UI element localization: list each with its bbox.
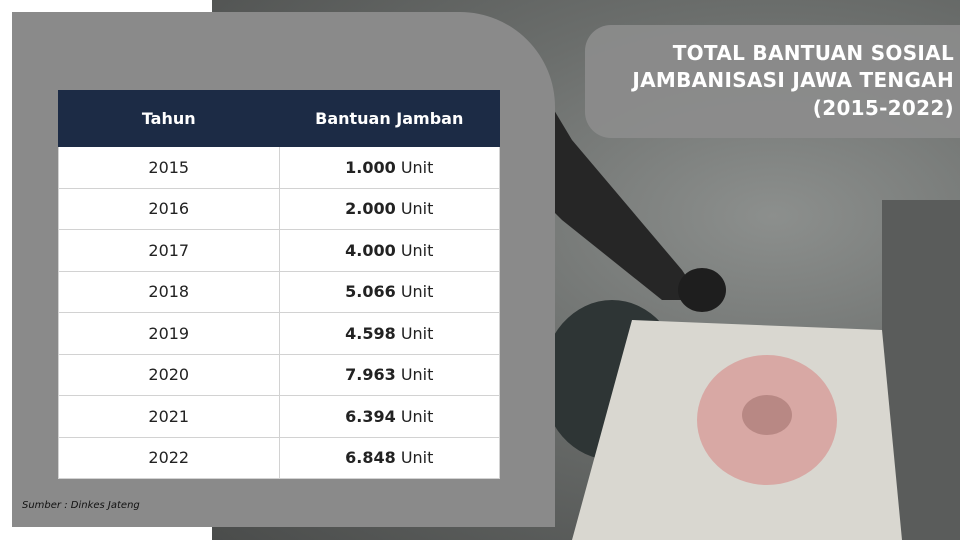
amount: 4.000 <box>345 240 396 260</box>
amount-cell: 4.598 Unit <box>278 312 500 355</box>
header-cell: Bantuan Jamban <box>278 90 500 147</box>
year-cell: 2015 <box>58 146 280 189</box>
title-line: (2015-2022) <box>812 96 954 120</box>
year-cell: 2020 <box>58 353 280 396</box>
table-row: 2018 5.066 Unit <box>58 270 500 313</box>
year-cell: 2017 <box>58 229 280 272</box>
amount-cell: 7.963 Unit <box>278 353 500 396</box>
photo-illustration <box>542 90 960 540</box>
unit: Unit <box>400 157 434 177</box>
title-line: TOTAL BANTUAN SOSIAL <box>672 41 954 65</box>
table-row: 2015 1.000 Unit <box>58 146 500 189</box>
table-row: 2021 6.394 Unit <box>58 395 500 438</box>
year-cell: 2021 <box>58 395 280 438</box>
table-body: 2015 1.000 Unit 2016 2.000 Unit 2017 4.000 Un… <box>58 146 500 479</box>
amount-cell: 2.000 Unit <box>278 187 500 230</box>
amount: 7.963 <box>345 365 396 385</box>
unit: Unit <box>400 365 434 385</box>
source-note: Sumber : Dinkes Jateng <box>22 500 140 511</box>
header-cell: Tahun <box>58 90 280 147</box>
table-row: 2022 6.848 Unit <box>58 436 500 479</box>
unit: Unit <box>400 406 434 426</box>
year-cell: 2016 <box>58 187 280 230</box>
table-row: 2019 4.598 Unit <box>58 312 500 355</box>
amount: 5.066 <box>345 282 396 302</box>
table-row: 2017 4.000 Unit <box>58 229 500 272</box>
title-line: JAMBANISASI JAWA TENGAH <box>632 68 954 92</box>
year-cell: 2018 <box>58 270 280 313</box>
amount: 1.000 <box>345 157 396 177</box>
table-row: 2020 7.963 Unit <box>58 353 500 396</box>
amount: 2.000 <box>345 199 396 219</box>
year-cell: 2022 <box>58 436 280 479</box>
toilet-hole <box>742 395 792 435</box>
amount: 6.394 <box>345 406 396 426</box>
unit: Unit <box>400 323 434 343</box>
unit: Unit <box>400 199 434 219</box>
data-table: Tahun Bantuan Jamban 2015 1.000 Unit 2016 2… <box>58 90 500 479</box>
amount-cell: 6.848 Unit <box>278 436 500 479</box>
unit: Unit <box>400 240 434 260</box>
unit: Unit <box>400 282 434 302</box>
amount-cell: 1.000 Unit <box>278 146 500 189</box>
header-row: Tahun Bantuan Jamban <box>58 90 500 147</box>
amount-cell: 6.394 Unit <box>278 395 500 438</box>
amount: 6.848 <box>345 448 396 468</box>
scoop <box>678 268 726 312</box>
person-arm <box>542 90 702 300</box>
table-row: 2016 2.000 Unit <box>58 187 500 230</box>
amount-cell: 5.066 Unit <box>278 270 500 313</box>
unit: Unit <box>400 448 434 468</box>
amount: 4.598 <box>345 323 396 343</box>
amount-cell: 4.000 Unit <box>278 229 500 272</box>
title-box: TOTAL BANTUAN SOSIAL JAMBANISASI JAWA TE… <box>585 25 960 138</box>
year-cell: 2019 <box>58 312 280 355</box>
